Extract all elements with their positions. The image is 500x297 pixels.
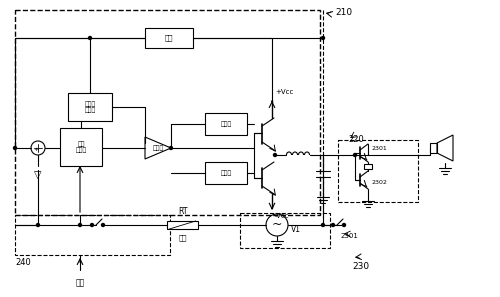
Text: 比较器: 比较器	[152, 145, 164, 151]
Text: 220: 220	[348, 135, 364, 144]
Circle shape	[78, 224, 82, 227]
Circle shape	[14, 146, 16, 149]
Circle shape	[102, 224, 104, 227]
Text: ▽: ▽	[34, 170, 42, 180]
Text: -Vcc: -Vcc	[275, 213, 289, 219]
Text: 2301: 2301	[371, 146, 387, 151]
Circle shape	[354, 154, 356, 157]
Text: 230: 230	[352, 262, 369, 271]
Text: 功率管: 功率管	[220, 170, 232, 176]
Text: 2302: 2302	[371, 181, 387, 186]
Bar	[364, 164, 372, 169]
Text: ~: ~	[272, 217, 282, 230]
Bar	[205, 113, 247, 135]
Text: 240: 240	[15, 258, 31, 267]
Bar	[15, 10, 320, 215]
Text: 误差
放大器: 误差 放大器	[76, 141, 86, 153]
Bar	[168, 221, 198, 229]
Circle shape	[332, 224, 334, 227]
Text: 210: 210	[335, 8, 352, 17]
Text: 三角波
发生器: 三角波 发生器	[84, 101, 96, 113]
Text: +Vcc: +Vcc	[275, 89, 293, 95]
Circle shape	[36, 224, 40, 227]
Text: +: +	[33, 147, 38, 152]
Bar	[338, 140, 418, 202]
Text: 校正: 校正	[165, 35, 173, 41]
Circle shape	[342, 224, 345, 227]
Bar	[68, 93, 112, 121]
Circle shape	[274, 154, 276, 157]
Bar	[240, 213, 330, 248]
Circle shape	[170, 146, 172, 149]
Text: 功率管: 功率管	[220, 121, 232, 127]
Bar	[15, 215, 170, 255]
Bar	[60, 128, 102, 166]
Text: 输入: 输入	[76, 278, 84, 287]
Circle shape	[90, 224, 94, 227]
Circle shape	[322, 37, 324, 40]
Text: 阻抗: 阻抗	[179, 234, 187, 241]
Text: 2301: 2301	[341, 233, 359, 239]
Bar	[205, 162, 247, 184]
Bar	[430, 143, 437, 153]
Circle shape	[88, 37, 92, 40]
Text: V1: V1	[291, 225, 301, 233]
Text: RT: RT	[178, 207, 188, 216]
Circle shape	[322, 224, 324, 227]
Bar	[145, 28, 193, 48]
